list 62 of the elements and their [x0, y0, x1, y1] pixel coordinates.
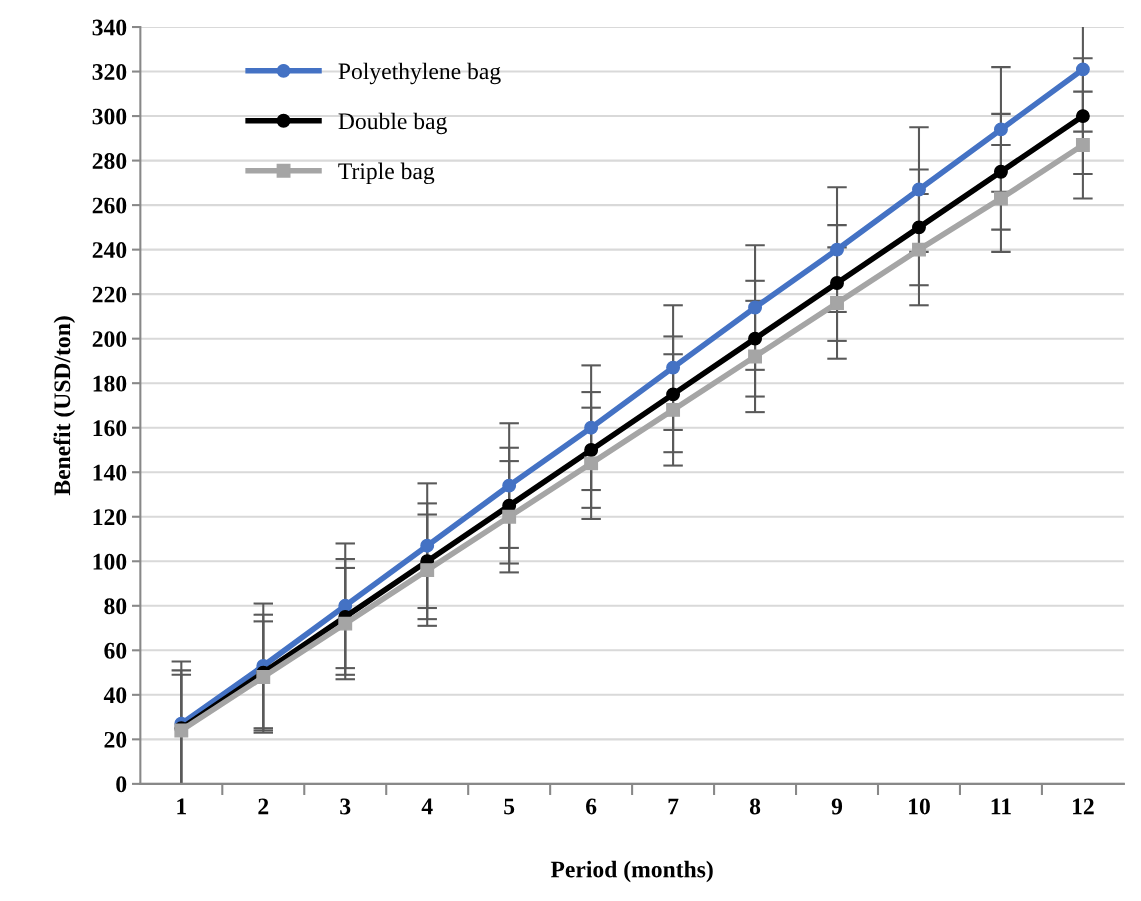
- x-tick-label: 9: [831, 798, 843, 815]
- x-tick-label: 5: [504, 798, 515, 815]
- x-tick-label: 6: [586, 798, 597, 815]
- point: [502, 509, 517, 524]
- x-tick-label: 12: [1072, 798, 1094, 815]
- x-tick-label: 8: [749, 798, 761, 815]
- y-tick-label: 280: [92, 153, 127, 170]
- y-tick-label: 120: [93, 509, 127, 526]
- point: [584, 456, 599, 471]
- point: [912, 182, 926, 197]
- x-tick-label: 4: [421, 798, 433, 815]
- y-tick-label: 300: [92, 108, 127, 125]
- y-tick-label: 0: [116, 776, 127, 793]
- x-tick-label: 10: [909, 798, 930, 815]
- y-tick-label: 340: [92, 19, 127, 36]
- point: [584, 443, 599, 457]
- point: [666, 387, 681, 402]
- point: [256, 670, 271, 684]
- y-tick-label: 80: [104, 598, 127, 615]
- x-axis-title: Period (months): [550, 860, 713, 883]
- point: [338, 616, 353, 631]
- y-tick-label: 220: [92, 286, 127, 303]
- point: [912, 242, 926, 257]
- y-tick-label: 260: [92, 197, 127, 214]
- point: [1075, 138, 1090, 152]
- point: [830, 296, 844, 310]
- point: [993, 122, 1008, 137]
- legend-label: Polyethylene bag: [338, 62, 501, 85]
- y-tick-label: 200: [92, 331, 127, 348]
- point: [830, 242, 844, 257]
- point: [748, 331, 763, 346]
- x-tick-label: 3: [340, 798, 351, 815]
- y-axis-title: Benefit (USD/ton): [53, 316, 76, 496]
- y-tick-label: 20: [104, 731, 127, 748]
- y-tick-label: 40: [103, 687, 127, 704]
- legend-label: Double bag: [338, 112, 447, 135]
- point: [748, 300, 763, 315]
- point: [830, 276, 844, 290]
- y-tick-label: 60: [104, 642, 127, 659]
- point: [666, 402, 681, 417]
- point: [1075, 62, 1090, 77]
- x-tick-label: 11: [991, 798, 1011, 815]
- y-tick-label: 160: [93, 420, 127, 437]
- x-tick-label: 1: [177, 798, 187, 815]
- y-tick-label: 100: [93, 553, 127, 570]
- y-tick-label: 320: [92, 64, 127, 80]
- point: [993, 191, 1008, 206]
- point: [993, 164, 1008, 179]
- point: [666, 360, 681, 375]
- x-tick-label: 2: [258, 798, 269, 815]
- point: [420, 563, 435, 578]
- y-tick-label: 240: [92, 242, 127, 259]
- point: [748, 349, 763, 364]
- point: [420, 538, 435, 553]
- x-tick-label: 7: [668, 798, 679, 815]
- point: [502, 478, 517, 493]
- point: [584, 420, 599, 435]
- point: [1075, 109, 1090, 124]
- legend-label: Triple bag: [338, 162, 435, 185]
- y-tick-label: 180: [93, 375, 127, 392]
- y-tick-label: 140: [93, 464, 127, 481]
- point: [912, 220, 926, 235]
